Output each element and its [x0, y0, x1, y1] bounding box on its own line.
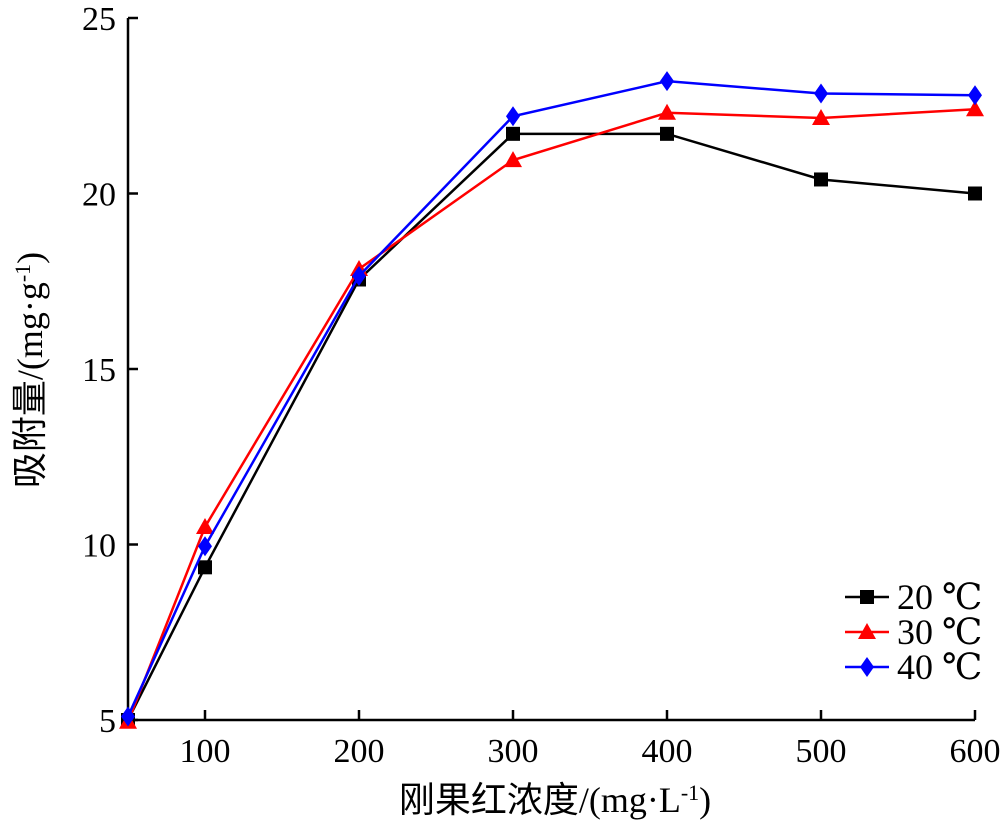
- axes: 100 200 300 400 500 600 5 10 15 20 25: [82, 1, 1000, 770]
- x-axis-label-end: ): [699, 780, 711, 820]
- x-tick-label: 600: [950, 733, 1000, 770]
- y-tick-label: 5: [99, 703, 116, 740]
- series-2: [119, 100, 984, 729]
- x-tick-label: 500: [796, 733, 847, 770]
- data-point: [198, 536, 212, 557]
- y-axis-label-main: 吸附量/(mg·g: [10, 282, 50, 488]
- data-point: [812, 109, 830, 126]
- y-tick-label: 15: [82, 352, 116, 389]
- data-point: [968, 186, 982, 201]
- legend-marker: [860, 590, 874, 604]
- data-point: [814, 172, 828, 187]
- legend-item: 40 ℃: [845, 647, 982, 687]
- y-axis-label: 吸附量/(mg·g-1): [10, 252, 51, 488]
- legend-label: 40 ℃: [897, 647, 982, 687]
- data-point: [506, 106, 520, 127]
- x-axis-label-main: 刚果红浓度/(mg·L: [399, 780, 681, 820]
- series-line: [126, 108, 976, 723]
- legend-item: 30 ℃: [845, 612, 982, 652]
- data-point: [121, 706, 135, 727]
- x-tick-label: 200: [334, 733, 385, 770]
- y-tick-label: 25: [82, 1, 116, 38]
- x-tick-label: 100: [180, 733, 231, 770]
- data-point: [660, 71, 674, 92]
- data-point: [504, 151, 522, 168]
- x-tick-label: 400: [642, 733, 693, 770]
- series-1: [121, 126, 982, 727]
- y-axis-label-sup: -1: [10, 264, 35, 282]
- legend-label: 20 ℃: [897, 577, 982, 617]
- data-point: [352, 265, 366, 286]
- y-axis-label-end: ): [10, 252, 50, 264]
- data-point: [814, 83, 828, 104]
- legend-item: 20 ℃: [845, 577, 982, 617]
- data-point: [658, 103, 676, 120]
- legend: 20 ℃30 ℃40 ℃: [845, 577, 982, 687]
- series-layer: [119, 71, 984, 729]
- legend-label: 30 ℃: [897, 612, 982, 652]
- legend-marker: [858, 623, 876, 639]
- data-point: [968, 85, 982, 106]
- data-point: [660, 126, 674, 141]
- y-tick-label: 20: [82, 177, 116, 214]
- data-point: [196, 517, 214, 534]
- x-axis-label-sup: -1: [681, 780, 699, 805]
- series-line: [126, 79, 976, 718]
- data-point: [966, 100, 984, 117]
- data-point: [506, 126, 520, 141]
- x-tick-label: 300: [488, 733, 539, 770]
- data-point: [198, 560, 212, 575]
- y-tick-label: 10: [82, 528, 116, 565]
- legend-marker: [860, 657, 874, 677]
- series-3: [121, 71, 982, 727]
- x-axis-label: 刚果红浓度/(mg·L-1): [399, 780, 711, 821]
